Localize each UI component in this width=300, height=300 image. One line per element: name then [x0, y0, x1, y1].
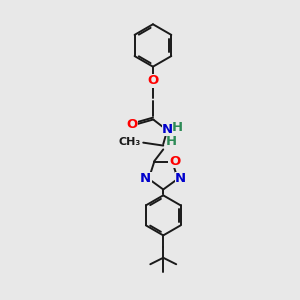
Text: H: H: [166, 135, 177, 148]
Text: N: N: [140, 172, 151, 185]
Text: CH₃: CH₃: [118, 137, 140, 147]
Text: H: H: [172, 122, 183, 134]
Text: N: N: [175, 172, 186, 185]
Text: O: O: [126, 118, 137, 130]
Text: O: O: [147, 74, 159, 87]
Text: N: N: [162, 123, 173, 136]
Text: O: O: [169, 155, 180, 168]
